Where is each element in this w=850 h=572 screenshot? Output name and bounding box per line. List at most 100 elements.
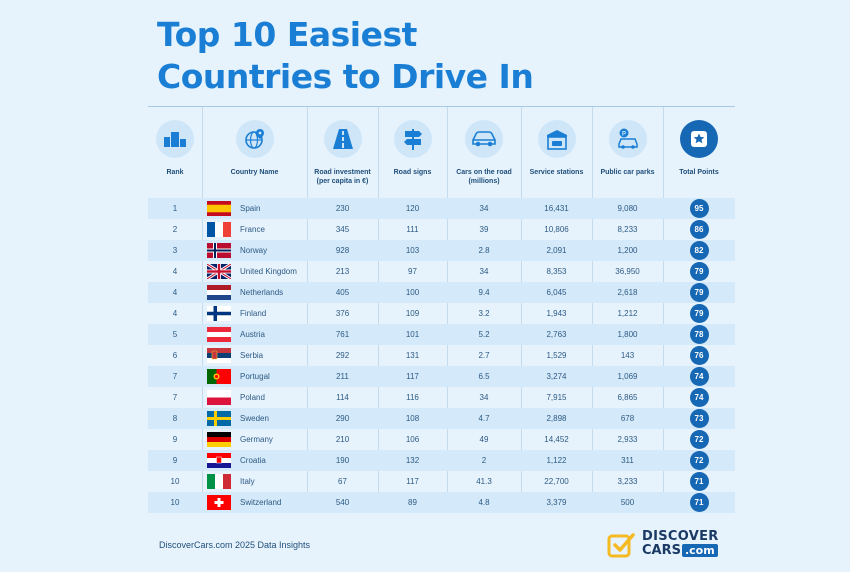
cell-stations: 2,763 bbox=[546, 330, 567, 339]
header-stations-label: Service stations bbox=[529, 169, 584, 176]
cell-parks: 2,618 bbox=[617, 288, 638, 297]
logo-com-text: .com bbox=[681, 544, 718, 557]
cell-investment: 345 bbox=[335, 225, 350, 234]
cell-stations: 2,091 bbox=[546, 246, 567, 255]
flag-pl-icon bbox=[207, 390, 231, 405]
cell-parks: 9,080 bbox=[617, 204, 638, 213]
table-row: 9 210 106 49 14,452 2,933 Germany 72 bbox=[148, 429, 735, 450]
car-icon bbox=[465, 120, 503, 158]
points-badge: 74 bbox=[689, 388, 709, 407]
cell-investment: 230 bbox=[335, 204, 350, 213]
cell-cars: 9.4 bbox=[478, 288, 490, 297]
points-badge: 78 bbox=[689, 325, 709, 344]
title-line-2: Countries to Drive In bbox=[157, 57, 534, 96]
cell-signs: 106 bbox=[405, 435, 420, 444]
flag-it-icon bbox=[207, 474, 231, 489]
cell-rank: 9 bbox=[172, 456, 178, 465]
header-points-label: Total Points bbox=[679, 169, 719, 176]
header-investment: Road investment (per capita in €) bbox=[307, 107, 378, 197]
cell-signs: 120 bbox=[405, 204, 420, 213]
cell-parks: 1,200 bbox=[617, 246, 638, 255]
column-divider bbox=[663, 107, 664, 513]
cell-rank: 3 bbox=[172, 246, 178, 255]
cell-stations: 3,274 bbox=[546, 372, 567, 381]
table-row: 4 213 97 34 8,353 36,950 United Kingdom 79 bbox=[148, 261, 735, 282]
cell-cars: 6.5 bbox=[478, 372, 490, 381]
points-badge: 82 bbox=[689, 241, 709, 260]
globe-pin-icon bbox=[235, 120, 274, 158]
cell-stations: 8,353 bbox=[546, 267, 567, 276]
header-stations: Service stations bbox=[521, 107, 592, 197]
table-row: 2 345 111 39 10,806 8,233 France 86 bbox=[148, 219, 735, 240]
header-signs: Road signs bbox=[378, 107, 447, 197]
cell-rank: 2 bbox=[172, 225, 178, 234]
cell-rank: 6 bbox=[172, 351, 178, 360]
cell-rank: 7 bbox=[172, 372, 178, 381]
points-badge: 76 bbox=[689, 346, 709, 365]
cell-rank: 4 bbox=[172, 267, 178, 276]
cell-signs: 109 bbox=[405, 309, 420, 318]
cell-country: Croatia bbox=[240, 456, 266, 465]
cell-parks: 2,933 bbox=[617, 435, 638, 444]
cell-investment: 928 bbox=[335, 246, 350, 255]
cell-cars: 39 bbox=[479, 225, 489, 234]
svg-text:P: P bbox=[622, 132, 626, 138]
cell-country: Spain bbox=[240, 204, 261, 213]
table-row: 10 67 117 41.3 22,700 3,233 Italy 71 bbox=[148, 471, 735, 492]
cell-rank: 1 bbox=[172, 204, 178, 213]
cell-rank: 7 bbox=[172, 393, 178, 402]
cell-stations: 1,122 bbox=[546, 456, 567, 465]
cell-signs: 101 bbox=[405, 330, 420, 339]
cell-parks: 3,233 bbox=[617, 477, 638, 486]
cell-signs: 100 bbox=[405, 288, 420, 297]
cell-investment: 376 bbox=[335, 309, 350, 318]
header-cars: Cars on the road (millions) bbox=[447, 107, 521, 197]
flag-gb-icon bbox=[207, 264, 231, 279]
logo-line-1: DISCOVER bbox=[642, 529, 719, 544]
logo-cars-text: CARS bbox=[642, 543, 681, 558]
column-divider bbox=[592, 107, 593, 513]
points-badge: 79 bbox=[689, 283, 709, 302]
cell-rank: 10 bbox=[170, 498, 180, 507]
header-cars-line-1: Cars on the road bbox=[456, 169, 512, 176]
cell-cars: 4.7 bbox=[478, 414, 490, 423]
points-badge: 95 bbox=[689, 199, 709, 218]
flag-hr-icon bbox=[207, 453, 231, 468]
cell-signs: 89 bbox=[408, 498, 417, 507]
cell-cars: 41.3 bbox=[476, 477, 492, 486]
cell-parks: 8,233 bbox=[617, 225, 638, 234]
flag-es-icon bbox=[207, 201, 231, 216]
points-badge: 79 bbox=[689, 304, 709, 323]
cell-cars: 34 bbox=[479, 204, 489, 213]
points-badge: 74 bbox=[689, 367, 709, 386]
cell-cars: 34 bbox=[479, 393, 489, 402]
table-row: 4 405 100 9.4 6,045 2,618 Netherlands 79 bbox=[148, 282, 735, 303]
cell-parks: 1,212 bbox=[617, 309, 638, 318]
cell-country: Italy bbox=[240, 477, 255, 486]
title-divider bbox=[148, 106, 735, 107]
header-signs-label: Road signs bbox=[393, 169, 432, 176]
footer-source: DiscoverCars.com 2025 Data Insights bbox=[159, 540, 311, 550]
cell-investment: 211 bbox=[336, 372, 349, 381]
table-row: 7 114 116 34 7,915 6,865 Poland 74 bbox=[148, 387, 735, 408]
cell-parks: 1,069 bbox=[617, 372, 638, 381]
header-country-label: Country Name bbox=[230, 169, 279, 176]
cell-country: United Kingdom bbox=[240, 267, 297, 276]
road-icon bbox=[323, 120, 362, 158]
column-divider bbox=[521, 107, 522, 513]
column-divider bbox=[378, 107, 379, 513]
cell-signs: 111 bbox=[406, 225, 419, 234]
flag-fi-icon bbox=[207, 306, 231, 321]
cell-country: Germany bbox=[240, 435, 273, 444]
cell-cars: 3.2 bbox=[478, 309, 490, 318]
flag-pt-icon bbox=[207, 369, 231, 384]
cell-signs: 117 bbox=[406, 372, 419, 381]
column-divider bbox=[202, 107, 203, 513]
table-row: 7 211 117 6.5 3,274 1,069 Portugal 74 bbox=[148, 366, 735, 387]
header-investment-label: Road investment (per capita in €) bbox=[307, 168, 378, 186]
cell-parks: 6,865 bbox=[617, 393, 638, 402]
cell-signs: 103 bbox=[405, 246, 420, 255]
cell-country: Sweden bbox=[240, 414, 269, 423]
signpost-icon bbox=[393, 120, 432, 158]
cell-country: Switzerland bbox=[240, 498, 282, 507]
